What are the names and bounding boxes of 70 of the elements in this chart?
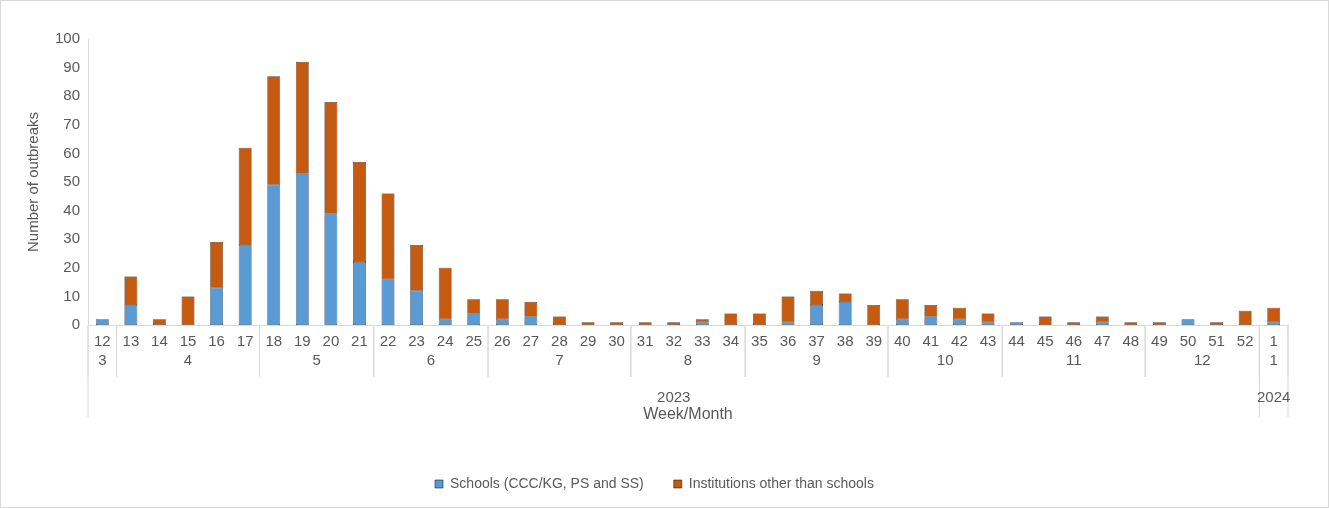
x-tick-label: 19 (293, 332, 311, 350)
x-tick-label: 16 (208, 332, 225, 350)
y-tick-label: 70 (63, 114, 81, 132)
x-tick-label: 36 (779, 332, 797, 350)
x-tick-label: 22 (379, 332, 397, 350)
x-tick-label: 14 (151, 332, 168, 350)
text: 5 (312, 351, 321, 369)
text: 2024 (1257, 388, 1291, 406)
text: 4 (183, 351, 193, 369)
x-tick-label: 20 (322, 332, 340, 350)
y-tick-label: 50 (63, 172, 81, 190)
x-tick-label: 21 (351, 332, 368, 350)
x-tick-label: 18 (265, 332, 283, 350)
x-tick-label: 15 (179, 332, 197, 350)
x-tick-label: 44 (1008, 332, 1025, 350)
text: 10 (936, 351, 954, 369)
legend-label: Schools (CCC/KG, PS and SS) (450, 474, 644, 491)
x-tick-label: 25 (465, 332, 483, 350)
x-tick-label: 12 (93, 332, 111, 350)
x-tick-label: 43 (979, 332, 997, 350)
x-tick-label: 47 (1093, 332, 1111, 350)
text: 2023 (657, 388, 691, 406)
y-axis-title: Number of outbreaks (24, 111, 42, 253)
x-tick-label: 13 (122, 332, 140, 350)
x-tick-label: 32 (665, 332, 683, 350)
x-tick-label: 45 (1036, 332, 1054, 350)
x-tick-label: 39 (865, 332, 883, 350)
text: 12 (1193, 351, 1211, 369)
y-tick-label: 0 (71, 315, 81, 333)
text: 1 (1269, 351, 1278, 369)
y-tick-label: 30 (63, 229, 81, 247)
y-tick-label: 10 (63, 286, 81, 304)
y-tick-label: 60 (63, 143, 81, 161)
x-tick-label: 38 (836, 332, 854, 350)
x-tick-label: 33 (693, 332, 711, 350)
text: 11 (1065, 351, 1082, 369)
x-tick-label: 48 (1122, 332, 1140, 350)
text: 9 (812, 351, 821, 369)
x-tick-label: 27 (522, 332, 540, 350)
text: 7 (555, 351, 564, 369)
x-tick-label: 35 (751, 332, 768, 350)
x-tick-label: 1 (1269, 332, 1278, 350)
y-tick-label: 80 (63, 86, 81, 104)
x-tick-label: 26 (493, 332, 511, 350)
x-tick-label: 50 (1179, 332, 1197, 350)
x-tick-label: 49 (1151, 332, 1168, 350)
x-tick-label: 17 (236, 332, 254, 350)
text: 8 (683, 351, 693, 369)
x-tick-label: 30 (608, 332, 625, 350)
x-tick-label: 42 (951, 332, 968, 350)
y-tick-label: 100 (55, 29, 81, 47)
y-tick-label: 90 (63, 57, 81, 75)
x-tick-label: 51 (1208, 332, 1225, 350)
y-tick-label: 40 (63, 200, 81, 218)
x-tick-label: 34 (722, 332, 740, 350)
y-tick-label: 20 (63, 257, 81, 275)
legend-label: Institutions other than schools (688, 474, 874, 491)
text: 6 (426, 351, 436, 369)
x-tick-label: 46 (1065, 332, 1083, 350)
x-tick-label: 41 (922, 332, 940, 350)
x-tick-label: 23 (408, 332, 425, 350)
x-tick-label: 31 (636, 332, 654, 350)
x-tick-label: 29 (579, 332, 597, 350)
x-tick-label: 52 (1236, 332, 1254, 350)
x-axis-title: Week/Month (643, 405, 733, 423)
x-tick-label: 40 (893, 332, 911, 350)
text: 3 (98, 351, 107, 369)
x-tick-label: 37 (808, 332, 825, 350)
x-tick-label: 24 (436, 332, 454, 350)
x-tick-label: 28 (551, 332, 568, 350)
